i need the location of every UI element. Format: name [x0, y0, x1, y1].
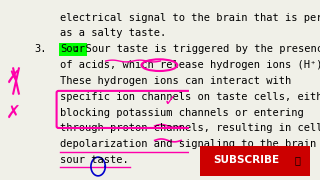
Text: These hydrogen ions can interact with: These hydrogen ions can interact with	[60, 76, 292, 86]
Text: 3.: 3.	[34, 44, 46, 54]
FancyBboxPatch shape	[191, 145, 319, 177]
Text: of acids, which release hydrogen ions (H⁺).: of acids, which release hydrogen ions (H…	[60, 60, 320, 70]
Text: ✗: ✗	[6, 103, 21, 122]
Text: SUBSCRIBE: SUBSCRIBE	[213, 156, 279, 165]
Text: through proton channels, resulting in cell: through proton channels, resulting in ce…	[60, 123, 320, 134]
Text: electrical signal to the brain that is perceived: electrical signal to the brain that is p…	[60, 13, 320, 23]
Text: : Sour taste is triggered by the presence: : Sour taste is triggered by the presenc…	[73, 44, 320, 54]
Text: ✓: ✓	[164, 93, 177, 108]
Text: specific ion channels on taste cells, either by: specific ion channels on taste cells, ei…	[60, 92, 320, 102]
Text: depolarization and signaling to the brain as a: depolarization and signaling to the brai…	[60, 139, 320, 149]
Text: as a salty taste.: as a salty taste.	[60, 28, 167, 39]
Text: blocking potassium channels or entering: blocking potassium channels or entering	[60, 108, 304, 118]
Text: ✗: ✗	[6, 69, 21, 87]
Text: sour taste.: sour taste.	[60, 155, 129, 165]
Text: Sour: Sour	[60, 44, 85, 54]
Text: 🔔: 🔔	[294, 156, 300, 165]
